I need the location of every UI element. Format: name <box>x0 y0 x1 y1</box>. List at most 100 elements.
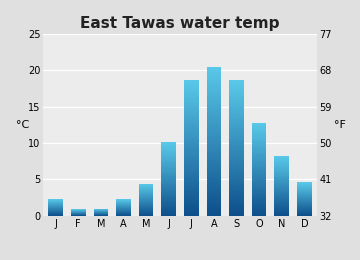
Bar <box>139 190 153 191</box>
Bar <box>184 138 199 139</box>
Bar <box>274 209 289 210</box>
Bar <box>229 207 244 209</box>
Bar <box>274 181 289 182</box>
Bar <box>161 211 176 212</box>
Bar <box>252 155 266 157</box>
Bar <box>297 184 312 185</box>
Bar <box>229 212 244 214</box>
Bar <box>184 170 199 172</box>
Bar <box>229 158 244 160</box>
Bar <box>252 169 266 170</box>
Bar <box>297 211 312 212</box>
Bar <box>274 162 289 163</box>
Bar <box>207 214 221 216</box>
Bar <box>161 178 176 179</box>
Bar <box>207 151 221 152</box>
Bar <box>161 206 176 207</box>
Bar <box>207 74 221 76</box>
Bar <box>161 156 176 157</box>
Bar <box>252 215 266 216</box>
Bar <box>274 208 289 209</box>
Bar <box>229 179 244 180</box>
Bar <box>252 125 266 126</box>
Bar <box>184 194 199 195</box>
Bar <box>229 157 244 158</box>
Bar <box>139 189 153 190</box>
Bar <box>207 212 221 214</box>
Bar <box>161 191 176 192</box>
Bar <box>207 117 221 119</box>
Bar <box>297 194 312 195</box>
Bar <box>274 201 289 202</box>
Bar <box>207 98 221 100</box>
Bar <box>161 167 176 168</box>
Bar <box>161 148 176 149</box>
Bar <box>229 90 244 92</box>
Bar <box>229 163 244 165</box>
Bar <box>252 142 266 144</box>
Bar <box>207 143 221 145</box>
Bar <box>252 189 266 190</box>
Bar <box>207 100 221 102</box>
Bar <box>207 121 221 122</box>
Bar <box>252 201 266 202</box>
Bar <box>184 168 199 170</box>
Bar <box>161 207 176 209</box>
Bar <box>297 204 312 205</box>
Bar <box>252 140 266 141</box>
Bar <box>274 182 289 183</box>
Bar <box>184 197 199 199</box>
Bar <box>207 195 221 197</box>
Bar <box>229 190 244 192</box>
Bar <box>139 209 153 210</box>
Bar <box>207 111 221 113</box>
Bar <box>184 163 199 165</box>
Bar <box>297 193 312 194</box>
Bar <box>274 203 289 204</box>
Bar <box>229 145 244 146</box>
Bar <box>252 182 266 183</box>
Bar <box>139 197 153 198</box>
Bar <box>252 172 266 173</box>
Bar <box>161 213 176 214</box>
Bar <box>161 168 176 169</box>
Bar <box>207 106 221 108</box>
Bar <box>161 164 176 165</box>
Bar <box>207 165 221 167</box>
Bar <box>252 173 266 174</box>
Bar <box>229 133 244 135</box>
Bar <box>184 139 199 141</box>
Bar <box>252 184 266 186</box>
Bar <box>207 169 221 171</box>
Bar <box>207 162 221 164</box>
Bar <box>252 162 266 163</box>
Bar <box>297 215 312 216</box>
Bar <box>139 187 153 188</box>
Bar <box>161 173 176 174</box>
Bar <box>184 97 199 98</box>
Bar <box>252 165 266 166</box>
Bar <box>274 168 289 169</box>
Title: East Tawas water temp: East Tawas water temp <box>80 16 280 31</box>
Bar <box>252 126 266 127</box>
Bar <box>207 182 221 184</box>
Bar <box>184 117 199 119</box>
Bar <box>161 212 176 213</box>
Bar <box>229 206 244 207</box>
Bar <box>252 152 266 153</box>
Bar <box>161 210 176 211</box>
Bar <box>229 138 244 140</box>
Bar <box>252 154 266 155</box>
Bar <box>161 159 176 160</box>
Bar <box>274 161 289 162</box>
Bar <box>184 132 199 134</box>
Bar <box>252 191 266 192</box>
Bar <box>207 173 221 175</box>
Bar <box>229 99 244 101</box>
Bar <box>274 178 289 179</box>
Bar <box>139 192 153 193</box>
Bar <box>207 68 221 70</box>
Bar <box>139 199 153 200</box>
Bar <box>161 146 176 147</box>
Bar <box>297 190 312 191</box>
